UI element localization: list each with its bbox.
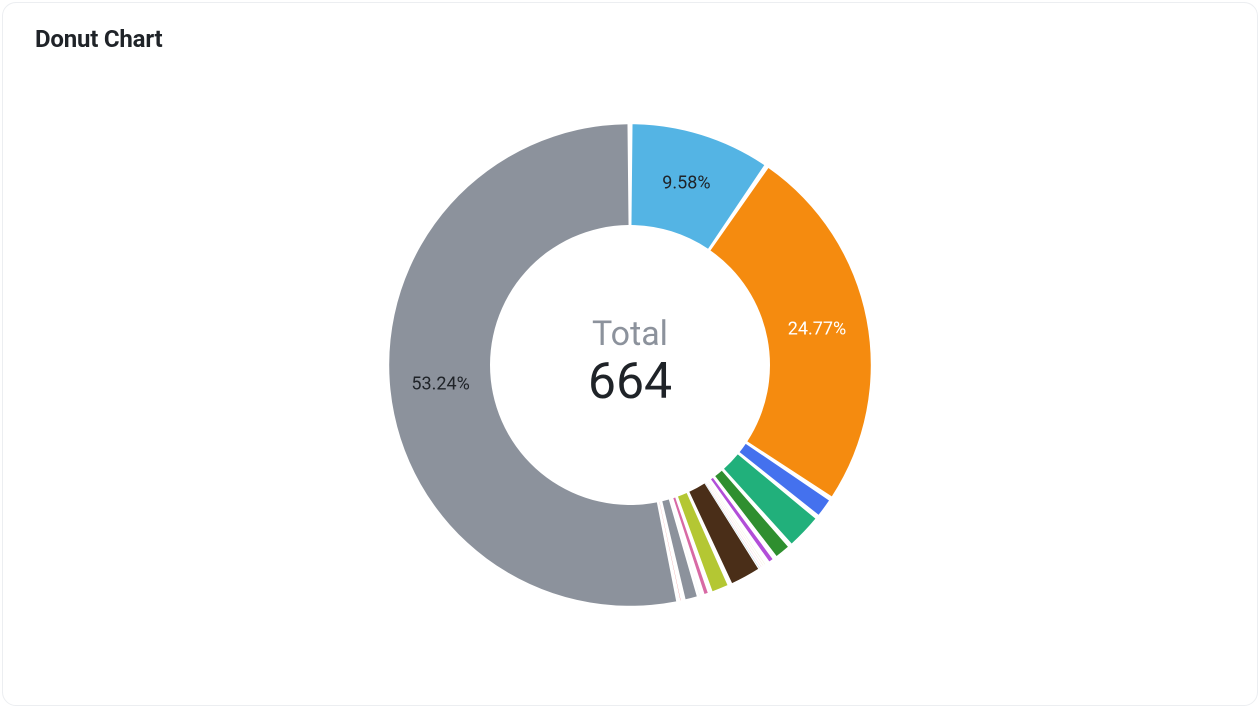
chart-card: Donut Chart Total 664 9.58%24.77%53.24% [2,2,1258,706]
donut-slice[interactable] [710,168,870,496]
donut-chart: Total 664 9.58%24.77%53.24% [350,85,910,645]
donut-svg [350,85,910,645]
chart-title: Donut Chart [35,25,162,53]
